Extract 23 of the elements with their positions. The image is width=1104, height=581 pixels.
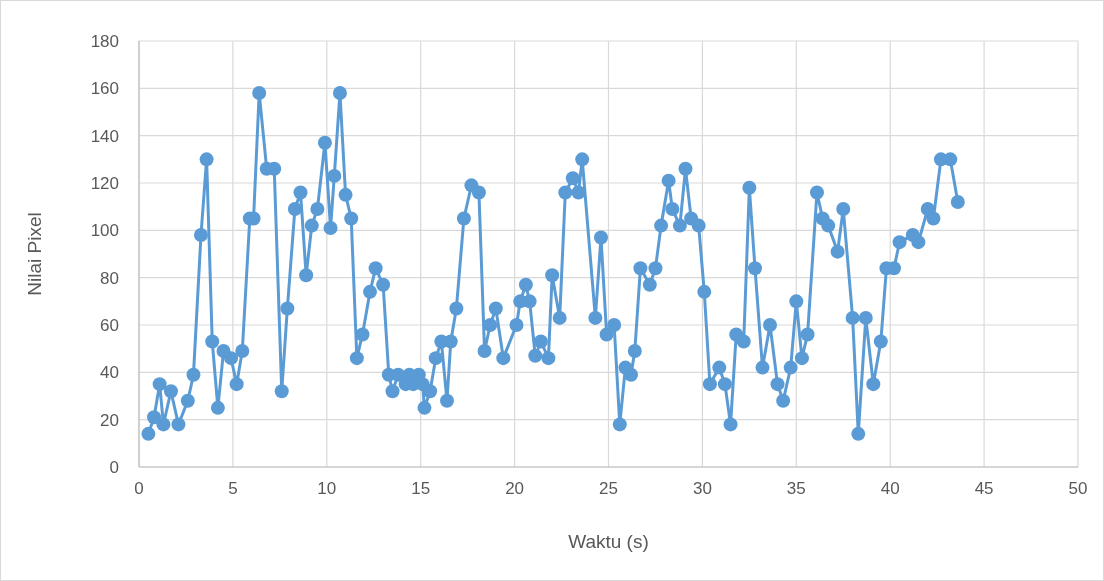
y-tick-label: 60 <box>100 316 119 335</box>
x-tick-label: 10 <box>317 479 337 498</box>
x-tick-label: 50 <box>1068 479 1088 498</box>
y-tick-label: 20 <box>100 410 119 430</box>
x-tick-label: 0 <box>134 479 144 498</box>
y-tick-label: 40 <box>100 363 119 383</box>
y-tick-label: 160 <box>90 79 119 99</box>
x-tick-label: 40 <box>880 479 900 498</box>
y-tick-label: 0 <box>109 458 119 477</box>
y-tick-label: 120 <box>90 174 119 193</box>
y-tick-label: 80 <box>100 268 119 288</box>
x-tick-label: 25 <box>599 479 618 498</box>
x-tick-label: 35 <box>786 479 806 498</box>
x-tick-label: 30 <box>692 479 712 498</box>
y-tick-label: 180 <box>90 32 119 51</box>
y-tick-label: 100 <box>90 221 119 241</box>
x-tick-label: 5 <box>228 479 238 498</box>
y-axis-title: Nilai Pixel <box>24 212 45 296</box>
x-tick-label: 45 <box>974 479 994 498</box>
x-axis-title: Waktu (s) <box>568 531 649 552</box>
x-tick-label: 20 <box>505 479 525 498</box>
y-tick-label: 140 <box>90 126 119 146</box>
x-tick-label: 15 <box>411 479 431 498</box>
